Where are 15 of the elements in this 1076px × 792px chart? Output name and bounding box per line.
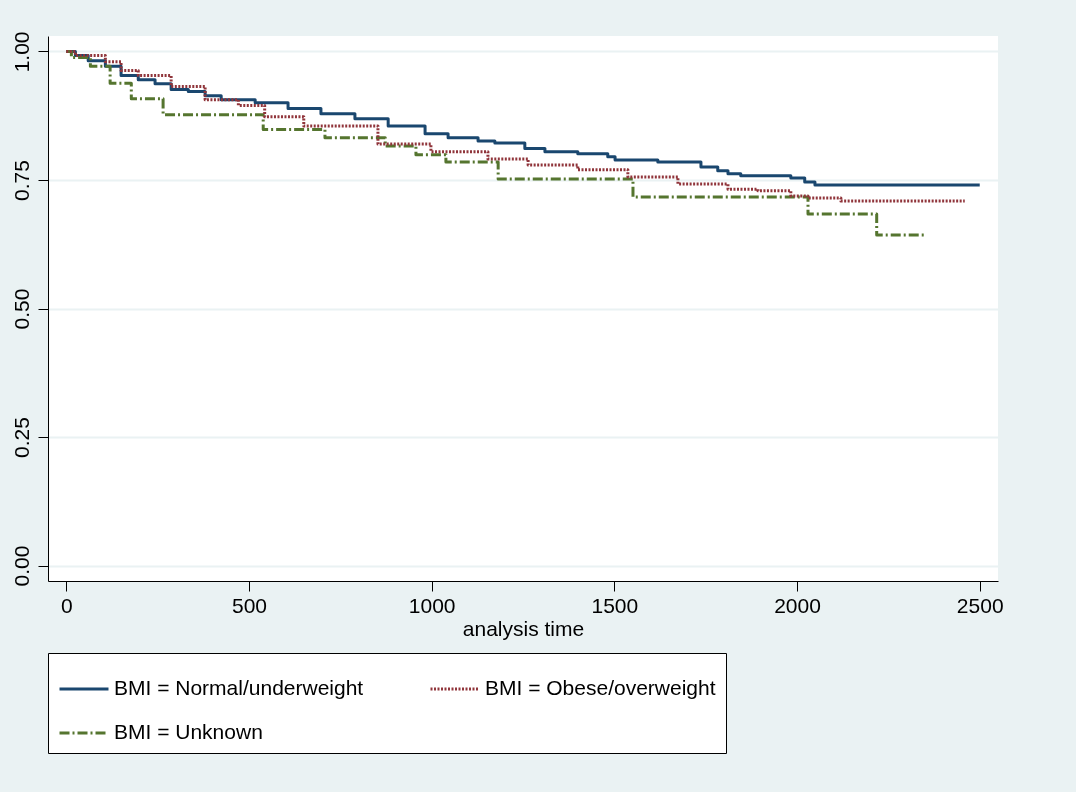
x-tick-label: 1500 (591, 593, 639, 617)
x-tick-label: 500 (231, 593, 267, 617)
y-tick-label: 1.00 (9, 31, 33, 73)
y-tick-label: 0.00 (9, 545, 33, 587)
x-tick-label: 0 (60, 593, 73, 617)
y-tick-label: 0.75 (9, 160, 33, 201)
x-axis-title: analysis time (462, 616, 585, 640)
x-tick-label: 2000 (774, 593, 821, 617)
y-tick-label: 0.25 (9, 417, 33, 458)
legend-label: BMI = Normal/underweight (114, 676, 364, 699)
x-tick-label: 2500 (956, 593, 1004, 617)
legend-label: BMI = Obese/overweight (485, 676, 716, 699)
x-tick-label: 1000 (408, 593, 456, 617)
legend-label: BMI = Unknown (114, 720, 263, 743)
y-tick-label: 0.50 (9, 288, 33, 330)
